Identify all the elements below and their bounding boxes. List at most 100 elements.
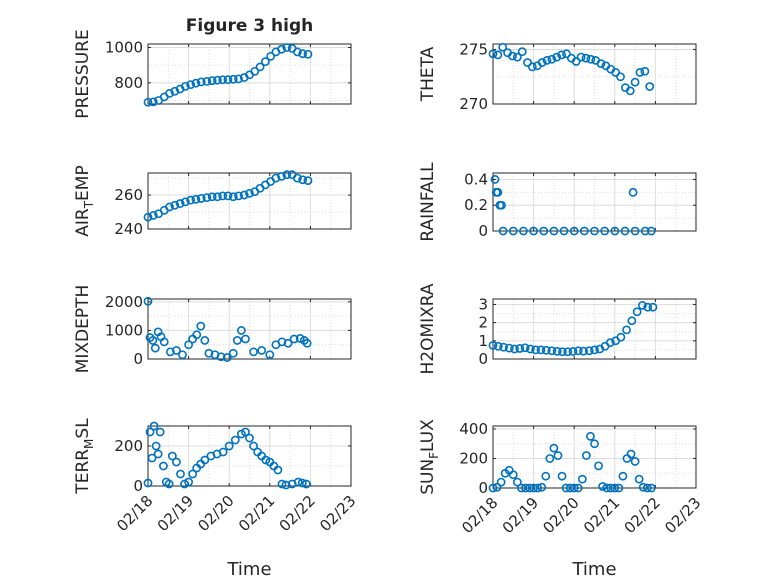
data-point (521, 483, 530, 493)
y-tick-label: 0.4 (464, 170, 488, 188)
y-axis-label: TERRMSL (73, 418, 96, 495)
data-point (213, 75, 222, 85)
data-point (282, 43, 292, 52)
data-point (180, 197, 190, 207)
data-point (257, 346, 267, 355)
data-point (616, 72, 625, 82)
data-point (186, 195, 196, 205)
data-point (260, 57, 270, 67)
y-tick-label: 800 (114, 74, 143, 92)
y-tick-label: 200 (114, 437, 143, 455)
data-point (277, 44, 286, 54)
data-point (250, 66, 260, 76)
data-point (586, 431, 595, 441)
data-point (224, 441, 234, 451)
y-tick-label: 1000 (105, 39, 143, 57)
x-tick-label: 02/18 (113, 492, 156, 535)
data-point (232, 336, 242, 345)
data-point (643, 302, 653, 312)
data-point (200, 336, 210, 345)
y-tick-label: 1000 (105, 321, 143, 339)
data-point (493, 50, 503, 60)
data-point (234, 74, 243, 84)
data-point (549, 226, 559, 236)
data-point (165, 202, 174, 212)
data-point (488, 483, 498, 493)
data-point (488, 49, 498, 59)
data-point (573, 483, 583, 493)
data-point (236, 326, 246, 335)
data-point (207, 76, 217, 86)
data-point (167, 451, 177, 461)
x-tick-label: 02/23 (661, 494, 704, 537)
data-point (638, 300, 647, 310)
data-point (537, 58, 547, 67)
y-tick-label: 1 (478, 332, 488, 350)
data-point (517, 47, 527, 57)
series-markers (488, 300, 658, 357)
data-point (488, 340, 498, 350)
data-point (493, 341, 503, 351)
data-point (545, 454, 555, 463)
data-point (523, 58, 532, 67)
data-point (539, 226, 549, 236)
axes-box (147, 425, 352, 487)
chart-mixdepth: 0 1000 2000 MIXDEPTH (73, 285, 352, 373)
data-point (170, 200, 180, 210)
x-tick-label: 02/20 (194, 492, 237, 535)
data-point (149, 421, 159, 431)
y-axis-label: H2OMIXRA (418, 283, 438, 374)
grid (493, 426, 696, 488)
data-point (207, 192, 217, 202)
data-point (596, 59, 606, 69)
data-point (191, 194, 201, 204)
x-tick-label: 02/20 (539, 494, 582, 537)
data-point (228, 192, 238, 202)
data-point (635, 67, 645, 77)
data-point (529, 226, 538, 236)
data-point (576, 52, 586, 62)
y-tick-label: 0 (478, 350, 488, 368)
data-point (265, 350, 275, 360)
data-point (293, 173, 302, 183)
data-point (590, 439, 599, 449)
data-point (541, 345, 551, 355)
data-point (581, 451, 591, 460)
y-tick-label: 0 (478, 479, 488, 497)
data-point (249, 441, 258, 451)
data-point (515, 344, 525, 353)
data-point (293, 47, 302, 57)
data-point (517, 483, 526, 493)
data-point (497, 200, 506, 210)
data-point (646, 226, 656, 236)
data-point (303, 176, 313, 186)
data-point (159, 461, 168, 471)
data-point (611, 67, 621, 77)
data-point (218, 75, 228, 85)
y-axis-label: THETA (418, 46, 438, 102)
data-point (559, 226, 569, 236)
data-point (281, 480, 291, 490)
data-point (529, 483, 538, 493)
data-point (648, 302, 658, 312)
data-point (598, 482, 608, 491)
data-point (230, 435, 240, 445)
data-point (241, 334, 250, 344)
data-point (498, 42, 508, 52)
data-point (552, 52, 562, 62)
y-axis-label: PRESSURE (73, 29, 93, 118)
data-point (590, 345, 599, 355)
data-point (239, 190, 249, 200)
data-point (536, 345, 546, 355)
data-point (614, 483, 624, 493)
x-axis-label: Time (226, 559, 271, 580)
y-tick-label: 0 (133, 350, 143, 368)
grid (493, 44, 696, 104)
data-point (568, 346, 578, 356)
series-markers (488, 42, 655, 96)
data-point (508, 51, 517, 61)
data-point (561, 483, 571, 493)
data-point (176, 469, 185, 479)
series-markers (488, 431, 656, 493)
